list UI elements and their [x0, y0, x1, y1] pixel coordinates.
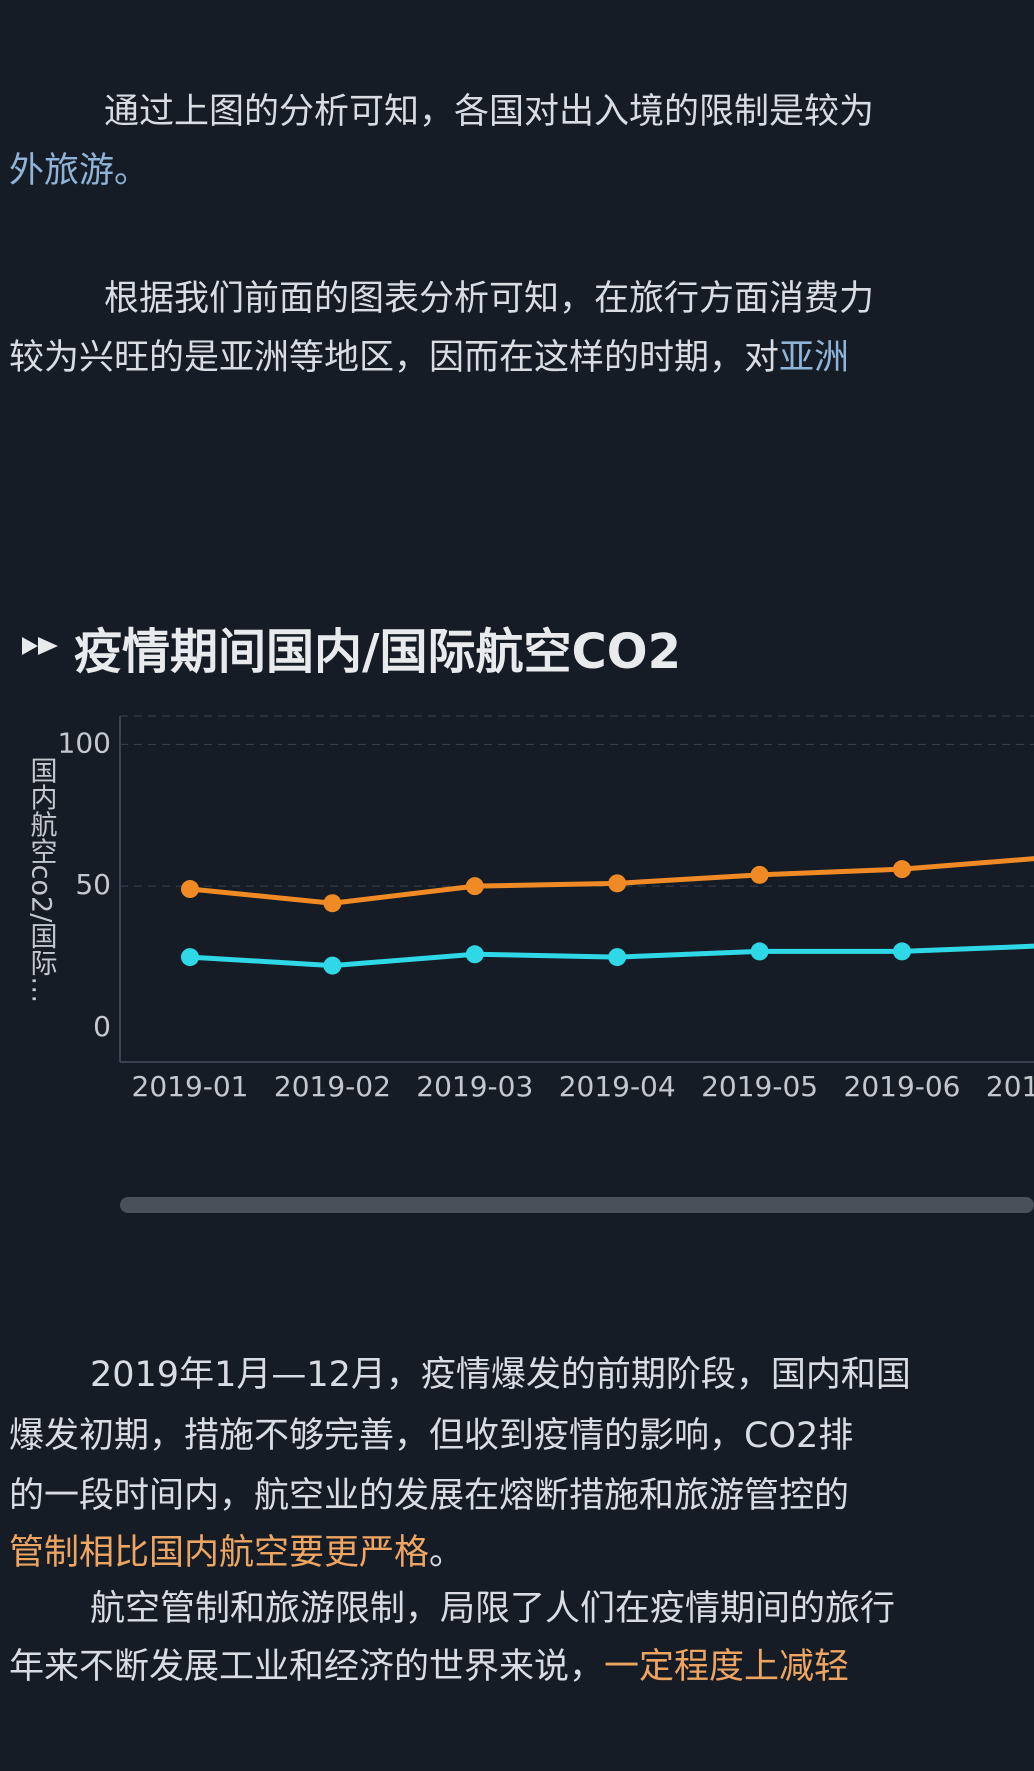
- chart-title: 疫情期间国内/国际航空CO2: [74, 624, 681, 680]
- y-axis-label: 国内航空co2/国际…: [26, 757, 58, 1004]
- data-point: [465, 945, 484, 964]
- text-line: 根据我们前面的图表分析可知，在旅行方面消费力: [104, 279, 874, 319]
- text-segment: 外旅游。: [9, 151, 149, 191]
- data-point: [750, 865, 769, 884]
- text-line: 较为兴旺的是亚洲等地区，因而在这样的时期，对亚洲: [9, 338, 849, 378]
- text-line: 外旅游。: [9, 151, 149, 191]
- data-point: [608, 948, 627, 967]
- data-point: [181, 880, 199, 899]
- text-line: 2019年1月—12月，疫情爆发的前期阶段，国内和国: [90, 1355, 911, 1395]
- text-line: 通过上图的分析可知，各国对出入境的限制是较为: [104, 92, 874, 132]
- title-icon: [22, 637, 38, 655]
- text-line: 管制相比国内航空要更严格。: [9, 1533, 464, 1573]
- x-tick-label: 2019-04: [559, 1070, 676, 1103]
- text-line: 年来不断发展工业和经济的世界来说，一定程度上减轻: [9, 1647, 849, 1687]
- x-tick-label: 2019-06: [844, 1070, 961, 1103]
- text-segment: 爆发初期，措施不够完善，但收到疫情的影响，CO2排: [9, 1416, 853, 1456]
- x-tick-label: 2019-03: [416, 1070, 533, 1103]
- text-segment: 年来不断发展工业和经济的世界来说，: [9, 1647, 604, 1687]
- data-point: [750, 942, 769, 961]
- data-point: [181, 948, 199, 967]
- text-segment: 根据我们前面的图表分析可知，在旅行方面消费力: [104, 279, 874, 319]
- x-tick-label: 2019-05: [701, 1070, 818, 1103]
- text-segment: 较为兴旺的是亚洲等地区，因而在这样的时期，对: [9, 338, 779, 378]
- text-line: 的一段时间内，航空业的发展在熔断措施和旅游管控的: [9, 1476, 849, 1516]
- text-line: 航空管制和旅游限制，局限了人们在疫情期间的旅行: [90, 1589, 895, 1629]
- data-point: [323, 956, 342, 975]
- text-segment: 的一段时间内，航空业的发展在熔断措施和旅游管控的: [9, 1476, 849, 1516]
- text-segment: 亚洲: [779, 338, 849, 378]
- y-tick-label: 50: [75, 868, 111, 901]
- text-segment: 管制相比国内航空要更严格: [9, 1533, 429, 1573]
- x-tick-label: 2019-07: [986, 1070, 1034, 1103]
- text-segment: 2019年1月—12月，疫情爆发的前期阶段，国内和国: [90, 1355, 911, 1395]
- zoom-slider[interactable]: [120, 1197, 1034, 1213]
- text-line: 爆发初期，措施不够完善，但收到疫情的影响，CO2排: [9, 1416, 853, 1456]
- text-segment: 一定程度上减轻: [604, 1647, 849, 1687]
- data-point: [465, 877, 484, 896]
- text-segment: 航空管制和旅游限制，局限了人们在疫情期间的旅行: [90, 1589, 895, 1629]
- text-segment: 通过上图的分析可知，各国对出入境的限制是较为: [104, 92, 874, 132]
- x-tick-label: 2019-01: [132, 1070, 249, 1103]
- data-point: [893, 860, 911, 879]
- x-tick-label: 2019-02: [274, 1070, 391, 1103]
- y-tick-label: 100: [58, 726, 111, 759]
- text-segment: 。: [429, 1533, 464, 1573]
- title-icon: [38, 637, 58, 655]
- y-tick-label: 0: [93, 1010, 111, 1043]
- data-point: [323, 894, 342, 913]
- data-point: [893, 942, 911, 961]
- data-point: [608, 874, 627, 893]
